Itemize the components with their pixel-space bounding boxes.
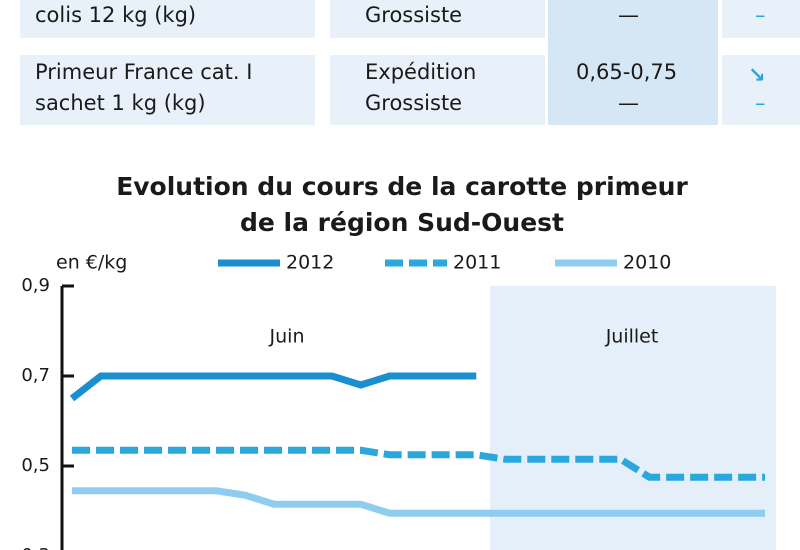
market: Grossiste [365,91,463,115]
row-bg [20,0,315,38]
legend-label: 2010 [623,252,671,274]
chart-title: de la région Sud-Ouest [240,208,564,237]
market: Expédition [365,60,477,84]
product: sachet 1 kg (kg) [35,91,206,115]
price-column [548,0,718,125]
trend: – [755,91,766,115]
line-series [69,372,477,402]
y-tick-label: 0,5 [21,455,50,476]
y-tick-label: 0,9 [21,275,50,296]
row-bg [330,0,545,38]
trend: – [755,3,766,27]
product: Primeur France cat. I [35,60,253,84]
legend-label: 2011 [453,252,501,274]
row-bg [20,55,315,125]
price: 0,65-0,75 [576,60,678,84]
row-bg [330,55,545,125]
product: colis 12 kg (kg) [35,3,197,27]
annotation: Juin [269,326,305,348]
y-tick-label: 0,3 [21,545,50,550]
month-band [490,286,776,550]
chart-title: Evolution du cours de la carotte primeur [116,172,688,201]
price: — [618,91,639,115]
annotation: Juillet [605,326,659,348]
legend-label: 2012 [286,252,334,274]
line-series [72,487,765,517]
market: Grossiste [365,3,463,27]
row-bg [722,0,800,38]
price: — [618,3,639,27]
row-bg [722,55,800,125]
y-axis-label: en €/kg [56,252,127,274]
trend: ↘ [748,63,766,87]
line-series [72,446,765,481]
y-tick-label: 0,7 [21,365,50,386]
